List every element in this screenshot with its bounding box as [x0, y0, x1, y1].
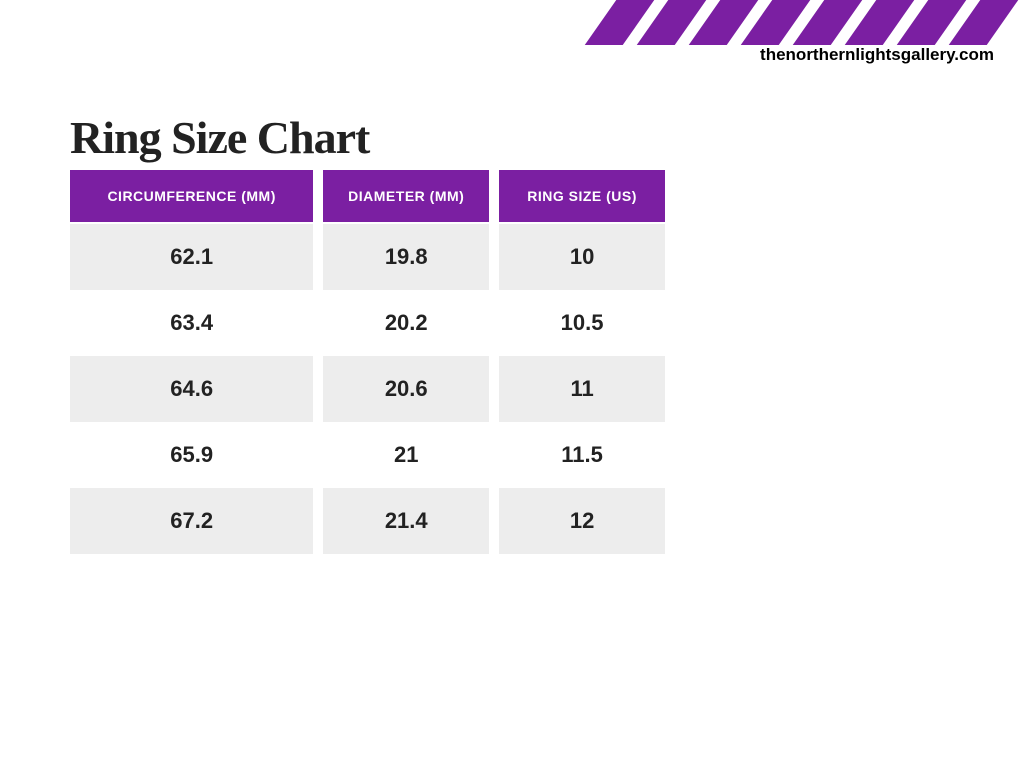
ring-size-table: CIRCUMFERENCE (MM) DIAMETER (MM) RING SI… [70, 170, 665, 554]
table-row: 62.1 19.8 10 [70, 224, 665, 290]
decorative-stripes [604, 0, 1024, 35]
cell-circumference: 64.6 [70, 356, 313, 422]
cell-circumference: 63.4 [70, 290, 313, 356]
cell-diameter: 21.4 [323, 488, 489, 554]
cell-diameter: 19.8 [323, 224, 489, 290]
cell-ring-size: 10 [499, 224, 665, 290]
cell-circumference: 65.9 [70, 422, 313, 488]
header-circumference: CIRCUMFERENCE (MM) [70, 170, 313, 222]
cell-ring-size: 11.5 [499, 422, 665, 488]
table-row: 67.2 21.4 12 [70, 488, 665, 554]
header-diameter: DIAMETER (MM) [323, 170, 489, 222]
cell-ring-size: 11 [499, 356, 665, 422]
cell-diameter: 21 [323, 422, 489, 488]
cell-circumference: 67.2 [70, 488, 313, 554]
table-row: 63.4 20.2 10.5 [70, 290, 665, 356]
cell-diameter: 20.6 [323, 356, 489, 422]
table-header-row: CIRCUMFERENCE (MM) DIAMETER (MM) RING SI… [70, 170, 665, 222]
table-row: 65.9 21 11.5 [70, 422, 665, 488]
cell-diameter: 20.2 [323, 290, 489, 356]
header-ring-size: RING SIZE (US) [499, 170, 665, 222]
page-title: Ring Size Chart [70, 111, 369, 164]
cell-circumference: 62.1 [70, 224, 313, 290]
cell-ring-size: 12 [499, 488, 665, 554]
cell-ring-size: 10.5 [499, 290, 665, 356]
website-url: thenorthernlightsgallery.com [760, 45, 994, 65]
table-row: 64.6 20.6 11 [70, 356, 665, 422]
